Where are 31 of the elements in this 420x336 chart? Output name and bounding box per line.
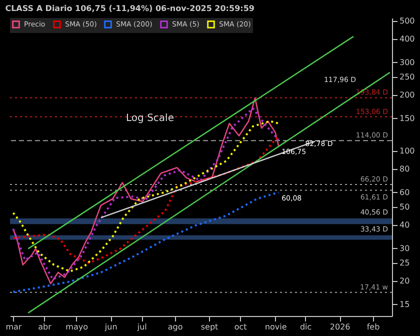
line-series <box>12 134 280 264</box>
y-tick-label: 30 <box>400 244 410 253</box>
y-tick-label: 80 <box>400 164 410 174</box>
y-tick-label: 60 <box>400 188 410 197</box>
x-tick-label: 2026 <box>330 322 350 332</box>
y-tick-label: 15 <box>400 300 410 309</box>
x-tick-label: ago <box>168 322 183 332</box>
x-tick-label: novie <box>264 322 287 332</box>
y-tick-label: 25 <box>400 258 410 268</box>
x-tick-label: dic <box>300 322 312 332</box>
x-tick-label: oct <box>234 322 247 332</box>
y-tick-label: 100 <box>400 146 415 156</box>
y-tick-label: 150 <box>400 114 415 123</box>
y-tick-label: 40 <box>400 220 410 230</box>
x-tick-label: sept <box>200 322 218 332</box>
x-tick-label: mar <box>6 322 22 332</box>
x-tick-label: feb <box>366 322 380 332</box>
y-tick-label: 200 <box>400 90 415 100</box>
annotation: Log Scale <box>126 113 174 124</box>
y-tick-label: 300 <box>400 58 415 67</box>
x-tick-label: jul <box>136 322 147 332</box>
y-tick-label: 50 <box>400 202 410 212</box>
y-tick-label: 500 <box>400 16 415 26</box>
y-tick-label: 400 <box>400 34 415 44</box>
y-tick-label: 250 <box>400 72 415 82</box>
y-tick-label: 20 <box>400 276 410 286</box>
x-tick-label: mayo <box>66 322 88 332</box>
x-tick-label: jun <box>104 322 118 332</box>
line-series <box>12 191 280 293</box>
chart-title: CLASS A Diario 106,75 (-11,94%) 06-nov-2025 20:59:59 <box>5 4 255 14</box>
x-tick-label: abr <box>38 322 52 332</box>
